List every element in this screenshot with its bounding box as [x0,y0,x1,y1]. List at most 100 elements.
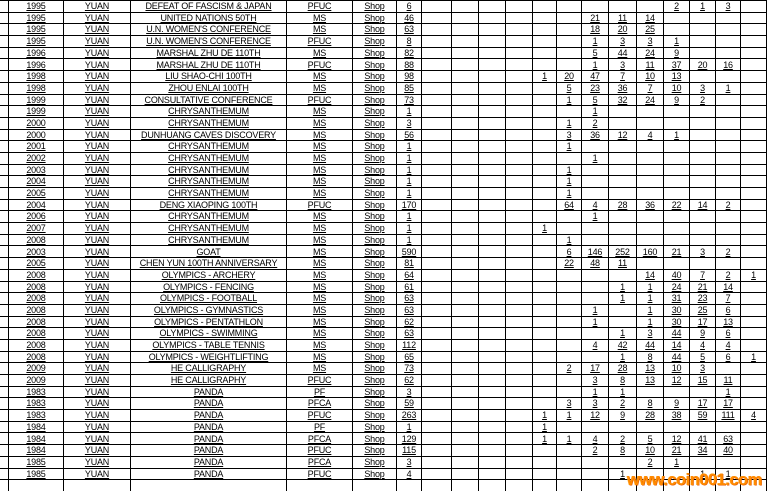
value-cell: 2 [663,0,690,13]
shop-link[interactable]: Shop [352,245,397,259]
shop-link[interactable]: Shop [352,198,397,212]
value-cell: 11 [715,374,741,387]
value-cell [505,420,533,434]
shop-link[interactable]: Shop [352,93,397,107]
value-cell: 21 [663,245,690,259]
spacer-cell [0,315,9,329]
value-cell [556,303,582,317]
count-cell: 1 [396,420,422,434]
shop-link[interactable]: Shop [352,175,397,188]
value-cell: 30 [663,303,690,317]
value-cell: 1 [581,105,609,118]
value-cell [421,338,452,352]
value-cell [421,70,452,83]
value-cell [421,432,452,446]
value-cell [740,222,767,235]
shop-link[interactable]: Shop [352,467,397,481]
shop-link[interactable]: Shop [352,350,397,364]
shop-link[interactable]: Shop [352,315,397,329]
shop-link[interactable]: Shop [352,116,397,130]
shop-link[interactable]: Shop [352,151,397,165]
shop-link[interactable]: Shop [352,70,397,83]
value-cell: 36 [636,198,664,212]
shop-link[interactable]: Shop [352,222,397,235]
shop-link[interactable]: Shop [352,140,397,153]
shop-link[interactable]: Shop [352,81,397,95]
shop-link[interactable]: Shop [352,210,397,224]
shop-link[interactable]: Shop [352,105,397,118]
value-cell [532,327,557,340]
currency-cell: YUAN [63,23,131,37]
shop-link[interactable]: Shop [352,455,397,469]
year-cell: 1996 [8,58,64,72]
shop-link[interactable]: Shop [352,187,397,200]
year-cell: 1998 [8,70,64,83]
value-cell: 3 [636,327,664,340]
shop-link[interactable]: Shop [352,362,397,375]
shop-link[interactable]: Shop [352,0,397,13]
value-cell [532,350,557,364]
value-cell [421,315,452,329]
value-cell: 23 [581,81,609,95]
shop-link[interactable]: Shop [352,58,397,72]
shop-link[interactable]: Shop [352,268,397,282]
value-cell [421,455,452,469]
shop-link[interactable]: Shop [352,233,397,247]
value-cell [421,210,452,224]
shop-link[interactable]: Shop [352,46,397,60]
value-cell: 8 [636,397,664,411]
shop-link[interactable]: Shop [352,292,397,305]
shop-link[interactable]: Shop [352,385,397,399]
value-cell: 1 [740,350,767,364]
value-cell [505,23,533,37]
table-row: 2002 YUAN CHRYSANTHEMUM MS Shop 1 1 [0,151,767,165]
type-cell: MS [286,338,353,352]
shop-link[interactable]: Shop [352,23,397,37]
value-cell [478,233,506,247]
value-cell [740,338,767,352]
shop-link[interactable]: Shop [352,338,397,352]
value-cell [636,163,664,177]
value-cell [532,105,557,118]
type-cell: MS [286,70,353,83]
table-row: 1999 YUAN CONSULTATIVE CONFERENCE PFUC Shop 7… [0,93,767,107]
shop-link[interactable]: Shop [352,303,397,317]
value-cell: 17 [689,397,716,411]
value-cell [636,0,664,13]
value-cell [740,35,767,48]
shop-link[interactable]: Shop [352,163,397,177]
count-cell: 170 [396,198,422,212]
type-cell: MS [286,327,353,340]
shop-link[interactable]: Shop [352,257,397,270]
shop-link[interactable]: Shop [352,280,397,294]
shop-link[interactable]: Shop [352,432,397,446]
shop-link[interactable]: Shop [352,444,397,457]
type-cell: MS [286,222,353,235]
shop-link[interactable]: Shop [352,374,397,387]
spacer-cell [0,0,9,13]
type-cell: MS [286,163,353,177]
value-cell [689,23,716,37]
value-cell [505,315,533,329]
shop-link[interactable]: Shop [352,409,397,422]
shop-link[interactable]: Shop [352,420,397,434]
year-cell: 2008 [8,327,64,340]
value-cell: 2 [715,268,741,282]
count-cell: 8 [396,35,422,48]
value-cell [715,210,741,224]
value-cell [608,151,637,165]
value-cell: 3 [689,81,716,95]
shop-link[interactable]: Shop [352,11,397,25]
value-cell [663,23,690,37]
shop-link[interactable]: Shop [352,35,397,48]
table-row-partial [0,479,767,491]
shop-link[interactable]: Shop [352,128,397,142]
shop-link[interactable]: Shop [352,397,397,411]
value-cell [740,315,767,329]
spacer-cell [0,198,9,212]
year-cell: 2004 [8,198,64,212]
shop-link[interactable]: Shop [352,327,397,340]
title-cell: MARSHAL ZHU DE 110TH [130,46,287,60]
value-cell: 9 [663,46,690,60]
value-cell [505,409,533,422]
